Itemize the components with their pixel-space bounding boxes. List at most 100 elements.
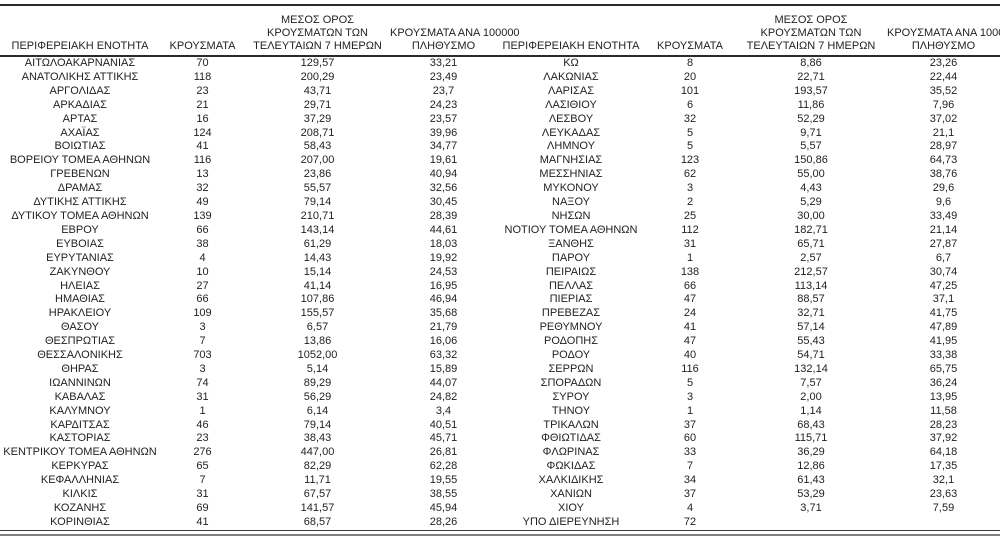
cell-right-avg7: 55,00 <box>797 168 825 181</box>
header-cases-right-label: ΚΡΟΥΣΜΑΤΑ <box>657 40 723 52</box>
cell-right-per100k: 41,75 <box>929 307 958 320</box>
cell-left-per100k: 30,45 <box>429 196 458 209</box>
cell-left-avg7: 41,14 <box>303 279 332 292</box>
cell-right-region: ΠΕΛΛΑΣ <box>548 279 594 292</box>
cell-right-avg7: 57,14 <box>797 321 825 334</box>
cell-right-cases: 6 <box>686 98 694 111</box>
cell-left-cases: 23 <box>196 84 209 97</box>
header-region-right-label: ΠΕΡΙΦΕΡΕΙΑΚΗ ΕΝΟΤΗΤΑ <box>502 40 640 52</box>
cell-right-cases: 37 <box>683 418 697 431</box>
table-row: ΖΑΚΥΝΘΟΥ 10 15,14 24,53 ΠΕΙΡΑΙΩΣ 138 212,57 30,… <box>0 266 1000 280</box>
table-row: ΚΟΖΑΝΗΣ 69 141,57 45,94 ΧΙΟΥ 4 3,71 7,59 <box>0 502 1000 516</box>
cell-left-cases: 7 <box>199 335 206 348</box>
cell-left-region: ΚΑΒΑΛΑΣ <box>54 390 106 403</box>
cell-left-avg7: 56,29 <box>303 390 332 403</box>
cell-left-per100k: 46,94 <box>429 293 458 306</box>
cell-left-cases: 116 <box>193 154 212 167</box>
cell-left-avg7: 129,57 <box>300 57 335 69</box>
cell-right-avg7: 3,71 <box>800 502 822 514</box>
cell-right-per100k: 33,38 <box>929 349 958 362</box>
cell-right-cases: 41 <box>683 321 697 334</box>
cell-left-cases: 38 <box>196 237 209 250</box>
cell-left-cases: 66 <box>196 223 209 236</box>
cell-right-per100k: 23,26 <box>929 57 958 69</box>
cell-right-cases: 20 <box>683 70 697 83</box>
table-row: ΔΡΑΜΑΣ 32 55,57 32,56 ΜΥΚΟΝΟΥ 3 4,43 29,6 <box>0 182 1000 196</box>
cell-left-avg7: 5,14 <box>306 362 329 375</box>
cell-left-avg7: 207,00 <box>300 154 335 167</box>
cell-right-avg7: 88,57 <box>797 293 825 306</box>
cell-right-per100k: 7,96 <box>932 98 955 111</box>
cell-left-per100k: 44,61 <box>429 223 458 236</box>
cell-right-cases: 34 <box>683 474 697 487</box>
table-row: ΚΕΝΤΡΙΚΟΥ ΤΟΜΕΑ ΑΘΗΝΩΝ 276 447,00 26,81 ΦΛΩΡ… <box>0 446 1000 460</box>
cell-left-avg7: 107,86 <box>300 293 335 306</box>
cell-right-avg7: 5,57 <box>800 140 822 153</box>
cell-right-avg7: 68,43 <box>797 418 825 431</box>
cell-right-region: ΤΡΙΚΑΛΩΝ <box>543 418 599 431</box>
table-body: ΑΙΤΩΛΟΑΚΑΡΝΑΝΙΑΣ 70 129,57 33,21 ΚΩ 8 8,86 23,2… <box>0 56 1000 531</box>
table-row: ΚΙΛΚΙΣ 31 67,57 38,55 ΧΑΝΙΩΝ 37 53,29 23,63 <box>0 488 1000 502</box>
cell-right-avg7: 22,71 <box>797 70 825 83</box>
cell-left-per100k: 28,26 <box>390 515 497 531</box>
cell-left-cases: 69 <box>196 502 209 514</box>
cell-left-cases: 139 <box>193 209 212 222</box>
cell-right-cases: 3 <box>686 390 694 403</box>
cell-left-avg7: 43,71 <box>303 84 332 97</box>
cell-left-avg7: 61,29 <box>303 237 332 250</box>
cell-left-region: ΘΕΣΠΡΩΤΙΑΣ <box>44 335 116 348</box>
cell-right-avg7: 2,57 <box>800 251 822 264</box>
cell-right-per100k: 28,23 <box>929 418 958 431</box>
cell-right-per100k: 21,14 <box>929 223 958 236</box>
cell-left-per100k: 3,4 <box>435 404 452 417</box>
cell-left-cases: 32 <box>196 182 209 195</box>
cell-right-per100k: 65,75 <box>929 362 958 375</box>
cell-right-cases: 72 <box>645 515 735 531</box>
cell-left-avg7: 11,71 <box>304 474 331 487</box>
cell-left-region: ΗΛΕΙΑΣ <box>60 279 100 292</box>
cell-right-per100k: 37,1 <box>932 293 955 306</box>
cell-right-avg7: 193,57 <box>794 84 828 97</box>
table-row: ΗΡΑΚΛΕΙΟΥ 109 155,57 35,68 ΠΡΕΒΕΖΑΣ 24 32,71 41… <box>0 307 1000 321</box>
cell-left-cases: 31 <box>196 390 209 403</box>
cell-right-cases: 47 <box>683 293 697 306</box>
header-region-left: ΠΕΡΙΦΕΡΕΙΑΚΗ ΕΝΟΤΗΤΑ <box>0 6 160 57</box>
cell-left-cases: 276 <box>193 446 212 459</box>
cell-left-region: ΔΥΤΙΚΗΣ ΑΤΤΙΚΗΣ <box>33 196 127 209</box>
cell-right-avg7: 4,43 <box>800 182 822 195</box>
cell-left-cases: 46 <box>196 418 209 431</box>
header-per100k-right: ΚΡΟΥΣΜΑΤΑ ΑΝΑ 100000 ΠΛΗΘΥΣΜΟ <box>887 6 1000 57</box>
cell-left-region: ΚΟΡΙΝΘΙΑΣ <box>0 515 160 531</box>
table-row: ΚΑΡΔΙΤΣΑΣ 46 79,14 40,51 ΤΡΙΚΑΛΩΝ 37 68,43 28,2… <box>0 419 1000 433</box>
cell-left-region: ΕΥΡΥΤΑΝΙΑΣ <box>46 251 114 264</box>
cell-right-per100k: 37,02 <box>929 112 958 125</box>
table-row: ΒΟΡΕΙΟΥ ΤΟΜΕΑ ΑΘΗΝΩΝ 116 207,00 19,61 ΜΑΓΝΗΣ… <box>0 154 1000 168</box>
cell-right-cases: 8 <box>686 57 694 69</box>
cell-left-avg7: 447,00 <box>300 446 335 459</box>
cell-right-region: ΡΟΔΟΥ <box>551 349 591 362</box>
cell-right-cases: 7 <box>686 460 694 473</box>
cell-left-cases: 41 <box>160 515 245 531</box>
cell-left-avg7: 58,43 <box>303 140 332 153</box>
cell-right-avg7: 65,71 <box>797 237 825 250</box>
cell-right-region: ΣΕΡΡΩΝ <box>548 362 594 375</box>
cell-right-avg7: 115,71 <box>794 432 828 445</box>
cell-right-region: ΡΕΘΥΜΝΟΥ <box>539 321 603 334</box>
cell-left-avg7: 89,29 <box>303 376 332 389</box>
cell-right-region: ΜΑΓΝΗΣΙΑΣ <box>539 154 603 167</box>
cell-left-region: ΑΝΑΤΟΛΙΚΗΣ ΑΤΤΙΚΗΣ <box>21 70 139 83</box>
cell-right-region: ΜΕΣΣΗΝΙΑΣ <box>539 168 603 181</box>
cell-left-cases: 109 <box>193 307 212 320</box>
cell-right-per100k: 7,59 <box>932 502 955 514</box>
cell-left-avg7: 6,57 <box>306 321 329 334</box>
table-row: ΕΥΡΥΤΑΝΙΑΣ 4 14,43 19,92 ΠΑΡΟΥ 1 2,57 6,7 <box>0 252 1000 266</box>
table-row: ΘΕΣΣΑΛΟΝΙΚΗΣ 703 1052,00 63,32 ΡΟΔΟΥ 40 54,71 3… <box>0 349 1000 363</box>
cell-left-cases: 41 <box>196 140 209 153</box>
cell-left-per100k: 23,49 <box>429 70 458 83</box>
cell-left-per100k: 15,89 <box>429 362 458 375</box>
table-row: ΑΡΓΟΛΙΔΑΣ 23 43,71 23,7 ΛΑΡΙΣΑΣ 101 193,57 35,5… <box>0 85 1000 99</box>
header-per100k-left: ΚΡΟΥΣΜΑΤΑ ΑΝΑ 100000 ΠΛΗΘΥΣΜΟ <box>390 6 520 57</box>
cell-right-per100k: 9,6 <box>935 196 952 209</box>
cell-left-avg7: 13,86 <box>303 335 332 348</box>
cell-right-region: ΛΑΣΙΘΙΟΥ <box>545 98 597 111</box>
